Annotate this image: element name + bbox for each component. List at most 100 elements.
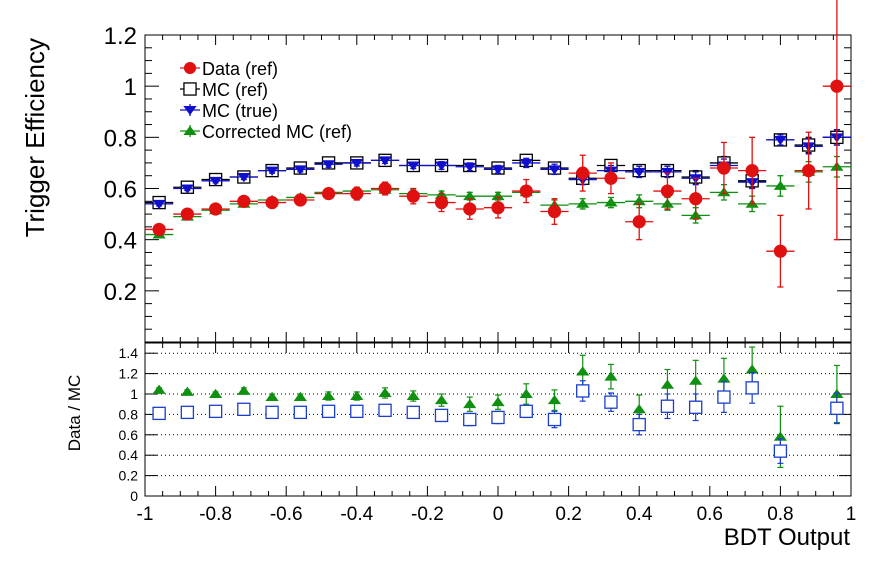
series-data-ref [145, 0, 851, 288]
ratio-point [519, 388, 533, 398]
data-point [632, 215, 646, 229]
data-point [406, 161, 420, 171]
bottom-panel-axes: -1 -0.8 -0.6 -0.4 -0.2 0 0.2 0.4 0.6 0.8 1 0 0.2 0.4 0… [119, 343, 857, 525]
data-point [463, 162, 477, 173]
legend-label: Data (ref) [202, 59, 278, 79]
data-point [321, 160, 336, 170]
data-point [830, 79, 844, 93]
x-tick-label: 0.2 [555, 504, 581, 525]
bottom-y-tick-label: 1 [130, 386, 138, 402]
ratio-point [434, 408, 449, 423]
data-point [547, 165, 562, 175]
data-point [463, 190, 477, 201]
ratio-point [406, 405, 420, 420]
data-point [434, 161, 449, 171]
ratio-point [378, 403, 392, 418]
ratio-point [604, 395, 618, 409]
bottom-y-tick-label: 0 [130, 488, 138, 504]
x-tick-label: -0.2 [411, 504, 444, 525]
ratio-point [293, 405, 308, 420]
legend-entry: MC (true) [180, 101, 278, 121]
ratio-point [604, 371, 618, 381]
data-point [717, 161, 731, 175]
ratio-point [321, 404, 336, 419]
data-point [378, 156, 392, 166]
legend-entry: MC (ref) [180, 80, 268, 100]
data-point [293, 165, 307, 175]
data-point [463, 202, 477, 216]
legend-label: MC (true) [202, 101, 278, 121]
ratio-point [350, 390, 364, 400]
ratio-point [265, 391, 279, 402]
data-point [604, 171, 618, 185]
ratio-point [576, 366, 590, 376]
data-point [152, 199, 166, 210]
data-point [773, 244, 788, 258]
ratio-point [773, 444, 788, 458]
x-tick-label: 0 [493, 504, 504, 525]
legend-marker [183, 106, 197, 116]
x-tick-label: 0.4 [626, 504, 653, 525]
x-tick-label: 0.8 [767, 504, 793, 525]
data-point [491, 165, 505, 175]
ratio-point [576, 384, 590, 398]
ratio-point [237, 402, 251, 417]
x-tick-label: 1 [846, 504, 857, 525]
data-point [576, 166, 590, 180]
bottom-panel-series [152, 346, 844, 469]
data-point [378, 181, 392, 196]
top-y-tick-label: 1.2 [104, 23, 137, 50]
bottom-y-tick-label: 0.8 [119, 406, 139, 422]
legend-marker [183, 61, 197, 75]
top-y-tick-label: 0.4 [104, 228, 137, 255]
ratio-point [632, 404, 646, 414]
data-point [519, 184, 533, 198]
data-point [632, 167, 646, 178]
ratio-point [688, 400, 703, 414]
ratio-point [180, 386, 194, 396]
ratio-point [745, 364, 759, 374]
data-point [773, 135, 787, 146]
ratio-point [547, 394, 562, 405]
ratio-point [463, 398, 477, 409]
ratio-point [717, 373, 731, 383]
bottom-y-tick-label: 0.2 [119, 468, 139, 484]
ratio-point [491, 396, 505, 407]
x-tick-label: -1 [137, 504, 154, 525]
data-point [491, 190, 505, 201]
data-point [321, 187, 336, 201]
legend: Data (ref)MC (ref)MC (true)Corrected MC … [180, 59, 352, 142]
x-tick-label: 0.6 [697, 504, 723, 525]
data-point [632, 196, 646, 206]
x-tick-label: -0.4 [340, 504, 373, 525]
data-point [265, 195, 279, 210]
data-point [660, 184, 675, 198]
data-point [773, 180, 787, 190]
ratio-point [152, 384, 166, 394]
legend-label: Corrected MC (ref) [202, 122, 352, 142]
data-point [576, 198, 590, 208]
ratio-point [209, 388, 223, 398]
ratio-point [660, 379, 675, 389]
ratio-point [152, 406, 166, 421]
ratio-point [434, 394, 449, 405]
legend-entry: Data (ref) [180, 59, 278, 79]
ratio-point [519, 404, 533, 419]
top-y-axis-label: Trigger Efficiency [20, 38, 50, 237]
ratio-point [237, 385, 251, 395]
ratio-point [180, 405, 195, 420]
ratio-point [406, 390, 420, 400]
ratio-point [350, 404, 364, 419]
data-point [689, 192, 703, 206]
legend-marker [183, 125, 197, 135]
legend-marker [183, 82, 197, 96]
bottom-y-tick-label: 1.4 [119, 345, 139, 361]
ratio-point [378, 387, 392, 397]
data-point [265, 166, 279, 176]
data-point [293, 193, 307, 207]
ratio-point [321, 390, 336, 400]
ratio-point [463, 412, 477, 427]
data-point [350, 187, 364, 201]
data-point [237, 173, 251, 183]
data-point [547, 204, 562, 219]
